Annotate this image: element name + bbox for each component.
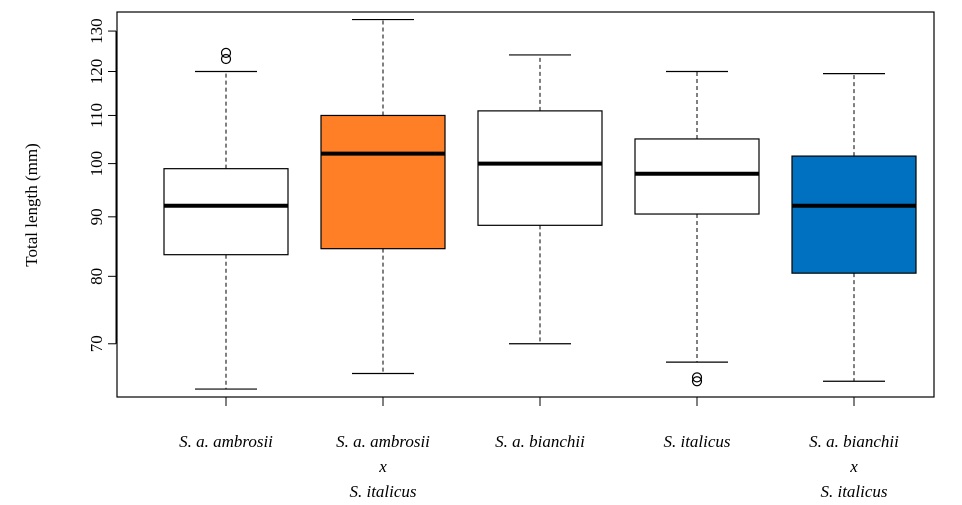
outlier-point [691,376,703,387]
box-group [477,54,603,345]
x-category-label: S. italicus [663,432,730,451]
y-axis: 70 80 90 100 110 120 130 [87,18,117,352]
box-group [163,47,289,390]
outlier-point [220,47,232,59]
x-category-label: S. italicus [349,482,416,501]
box-iqr [791,155,917,274]
x-axis: S. a. ambrosii S. a. ambrosii x S. italicus… [179,396,899,501]
x-category-label: x [849,457,858,476]
x-category-label: S. a. ambrosii [336,432,430,451]
boxes [163,18,917,390]
box-iqr [163,168,289,256]
y-tick-label: 110 [87,103,106,128]
y-tick-label: 80 [87,268,106,285]
box-iqr [634,138,760,215]
outlier-point [691,372,703,383]
x-category-label: S. a. bianchii [809,432,899,451]
box-iqr [477,110,603,226]
x-category-label: x [378,457,387,476]
y-tick-label: 90 [87,208,106,225]
y-axis-title: Total length (mm) [22,143,41,266]
y-tick-label: 130 [87,18,106,44]
box-group [320,18,446,375]
box-group [791,73,917,382]
box-iqr [320,114,446,250]
x-category-label: S. italicus [820,482,887,501]
y-tick-label: 70 [87,335,106,352]
outlier-point [220,53,232,65]
x-category-label: S. a. ambrosii [179,432,273,451]
x-category-label: S. a. bianchii [495,432,585,451]
y-tick-label: 100 [87,151,106,177]
box-group [634,70,760,387]
y-tick-label: 120 [87,59,106,85]
